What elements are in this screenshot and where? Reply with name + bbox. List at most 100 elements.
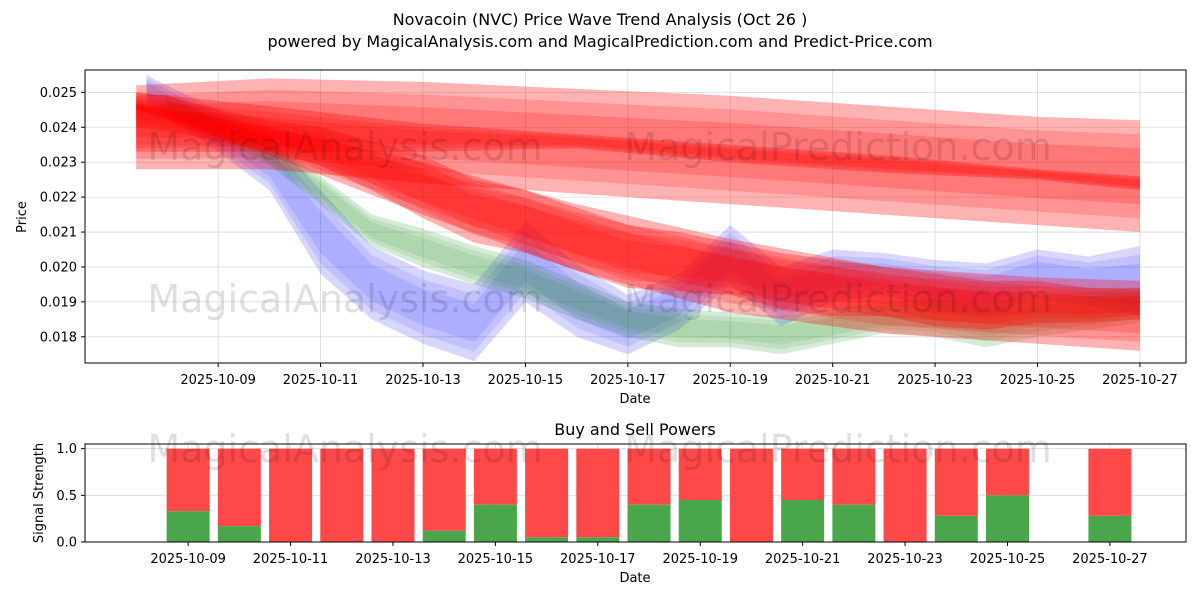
price-x-tick-label: 2025-10-23 bbox=[897, 373, 973, 388]
power-x-tick-label: 2025-10-25 bbox=[970, 552, 1046, 567]
sell-bar bbox=[166, 448, 210, 512]
buy-bar bbox=[166, 511, 210, 542]
price-band-2 bbox=[136, 92, 1140, 330]
price-y-axis-label: Price bbox=[15, 201, 30, 233]
price-x-tick-label: 2025-10-17 bbox=[590, 373, 666, 388]
price-x-tick-label: 2025-10-11 bbox=[283, 373, 359, 388]
sell-bar bbox=[422, 448, 466, 531]
power-x-tick-label: 2025-10-17 bbox=[560, 552, 636, 567]
sell-bar bbox=[781, 448, 825, 500]
price-band-1-layer-0 bbox=[166, 98, 1140, 350]
sell-bar bbox=[985, 448, 1029, 496]
power-x-tick-label: 2025-10-13 bbox=[355, 552, 431, 567]
price-x-tick-label: 2025-10-15 bbox=[488, 373, 564, 388]
price-y-tick-label: 0.023 bbox=[40, 156, 77, 171]
price-band-1-layer-1 bbox=[166, 100, 1140, 345]
buy-bar bbox=[422, 530, 466, 542]
buy-bar bbox=[473, 504, 517, 542]
sell-bar bbox=[934, 448, 978, 516]
power-y-ticks: 0.0 0.5 1.0 bbox=[56, 442, 85, 551]
power-x-ticks: 2025-10-09 2025-10-11 2025-10-13 2025-10-15… bbox=[150, 542, 1148, 567]
price-band-0-layer-0 bbox=[146, 78, 1140, 352]
price-y-tick-label: 0.024 bbox=[40, 121, 77, 136]
price-x-axis-label: Date bbox=[619, 392, 650, 407]
power-y-tick-label: 0.0 bbox=[56, 536, 77, 551]
price-axes-frame bbox=[84, 69, 1187, 364]
price-band-5 bbox=[136, 102, 1140, 351]
sell-bar bbox=[1088, 448, 1132, 516]
price-y-tick-label: 0.021 bbox=[40, 226, 77, 241]
buy-bar bbox=[985, 495, 1029, 542]
price-x-ticks: 2025-10-09 2025-10-11 2025-10-13 2025-10-15… bbox=[180, 363, 1178, 388]
watermark-prediction: MagicalPrediction.com bbox=[624, 125, 1052, 169]
power-x-tick-label: 2025-10-15 bbox=[458, 552, 534, 567]
price-x-tick-label: 2025-10-19 bbox=[692, 373, 768, 388]
price-y-tick-label: 0.022 bbox=[40, 191, 77, 206]
price-y-tick-label: 0.025 bbox=[40, 86, 77, 101]
buy-bar bbox=[934, 515, 978, 542]
figure-title-line1: Novacoin (NVC) Price Wave Trend Analysis… bbox=[393, 10, 808, 29]
power-x-axis-label: Date bbox=[619, 571, 650, 586]
price-grid bbox=[85, 70, 1186, 363]
power-watermark-analysis: MagicalAnalysis.com bbox=[147, 427, 542, 471]
sell-bar bbox=[729, 448, 773, 542]
power-x-tick-label: 2025-10-23 bbox=[867, 552, 943, 567]
price-bands bbox=[136, 74, 1140, 362]
buy-bar bbox=[832, 504, 876, 542]
price-band-2-layer-0 bbox=[136, 96, 1140, 324]
price-band-0-layer-1 bbox=[146, 81, 1140, 343]
power-x-tick-label: 2025-10-11 bbox=[253, 552, 329, 567]
power-chart-title: Buy and Sell Powers bbox=[554, 420, 716, 439]
sell-bar bbox=[525, 448, 569, 538]
price-band-4-layer-1 bbox=[136, 107, 1140, 187]
price-band-5-layer-1 bbox=[136, 104, 1140, 334]
price-band-4-layer-0 bbox=[136, 99, 1140, 189]
price-band-3 bbox=[136, 78, 1140, 233]
power-x-tick-label: 2025-10-19 bbox=[662, 552, 738, 567]
buy-bar bbox=[1088, 515, 1132, 542]
price-plot-area bbox=[85, 70, 1186, 363]
buy-bar bbox=[627, 504, 671, 542]
sell-bar bbox=[269, 448, 313, 542]
sell-bar bbox=[678, 448, 722, 500]
power-x-tick-label: 2025-10-21 bbox=[765, 552, 841, 567]
power-y-axis-label: Signal Strength bbox=[32, 443, 47, 543]
price-x-tick-label: 2025-10-13 bbox=[385, 373, 461, 388]
price-y-tick-label: 0.019 bbox=[40, 295, 77, 310]
power-bars bbox=[166, 448, 1132, 542]
price-band-4 bbox=[136, 92, 1140, 191]
buy-bar bbox=[525, 537, 569, 542]
sell-bar bbox=[371, 448, 415, 542]
buy-bar bbox=[576, 537, 620, 542]
power-y-tick-label: 0.5 bbox=[56, 489, 77, 504]
power-y-tick-label: 1.0 bbox=[56, 442, 77, 457]
price-panel: MagicalAnalysis.com MagicalPrediction.co… bbox=[15, 69, 1187, 407]
sell-bar bbox=[627, 448, 671, 505]
price-band-3-layer-1 bbox=[136, 101, 1140, 205]
buy-bar bbox=[217, 526, 261, 542]
sell-bar bbox=[217, 448, 261, 527]
buy-bar bbox=[678, 500, 722, 542]
figure-title-line2: powered by MagicalAnalysis.com and Magic… bbox=[267, 32, 932, 51]
price-band-3-layer-0 bbox=[136, 89, 1140, 219]
price-band-5-layer-0 bbox=[136, 103, 1140, 342]
sell-bar bbox=[473, 448, 517, 505]
sell-bar bbox=[576, 448, 620, 538]
price-band-2-layer-1 bbox=[136, 101, 1140, 318]
watermark-analysis-2: MagicalAnalysis.com bbox=[147, 277, 542, 321]
buy-bar bbox=[781, 500, 825, 542]
power-x-tick-label: 2025-10-09 bbox=[150, 552, 226, 567]
power-watermarks: MagicalAnalysis.com MagicalPrediction.co… bbox=[147, 427, 1051, 471]
price-y-tick-label: 0.020 bbox=[40, 260, 77, 275]
price-x-tick-label: 2025-10-21 bbox=[795, 373, 871, 388]
price-x-tick-label: 2025-10-09 bbox=[180, 373, 256, 388]
watermark-analysis: MagicalAnalysis.com bbox=[147, 125, 542, 169]
price-x-tick-label: 2025-10-27 bbox=[1102, 373, 1178, 388]
price-y-ticks: 0.018 0.019 0.020 0.021 0.022 0.023 0.024 0.025 bbox=[40, 86, 85, 345]
power-watermark-prediction: MagicalPrediction.com bbox=[624, 427, 1052, 471]
power-panel: Buy and Sell Powers MagicalAnalysis.com … bbox=[32, 420, 1187, 586]
price-y-tick-label: 0.018 bbox=[40, 330, 77, 345]
price-watermarks: MagicalAnalysis.com MagicalPrediction.co… bbox=[147, 125, 1051, 321]
power-x-tick-label: 2025-10-27 bbox=[1072, 552, 1148, 567]
